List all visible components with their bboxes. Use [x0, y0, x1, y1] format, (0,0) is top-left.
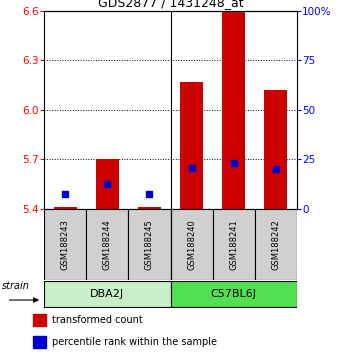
Text: percentile rank within the sample: percentile rank within the sample	[51, 337, 217, 347]
Text: GSM188241: GSM188241	[229, 219, 238, 270]
Bar	[170, 281, 297, 307]
Text: GSM188244: GSM188244	[103, 219, 112, 270]
Bar	[86, 209, 129, 280]
Bar	[264, 90, 287, 209]
Bar	[33, 336, 46, 348]
Bar	[222, 11, 245, 209]
Bar	[54, 207, 77, 209]
Bar	[180, 82, 203, 209]
Text: strain: strain	[2, 281, 30, 291]
Bar	[255, 209, 297, 280]
Text: transformed count: transformed count	[51, 315, 142, 325]
Text: GSM188243: GSM188243	[61, 219, 70, 270]
Bar	[96, 159, 119, 209]
Title: GDS2877 / 1431248_at: GDS2877 / 1431248_at	[98, 0, 243, 10]
Bar	[44, 209, 86, 280]
Bar	[138, 207, 161, 209]
Text: GSM188242: GSM188242	[271, 219, 280, 270]
Bar	[44, 281, 170, 307]
Bar	[129, 209, 170, 280]
Bar	[33, 314, 46, 326]
Bar	[212, 209, 255, 280]
Text: GSM188240: GSM188240	[187, 219, 196, 270]
Text: C57BL6J: C57BL6J	[211, 289, 256, 299]
Text: DBA2J: DBA2J	[90, 289, 124, 299]
Text: GSM188245: GSM188245	[145, 219, 154, 270]
Bar	[170, 209, 212, 280]
